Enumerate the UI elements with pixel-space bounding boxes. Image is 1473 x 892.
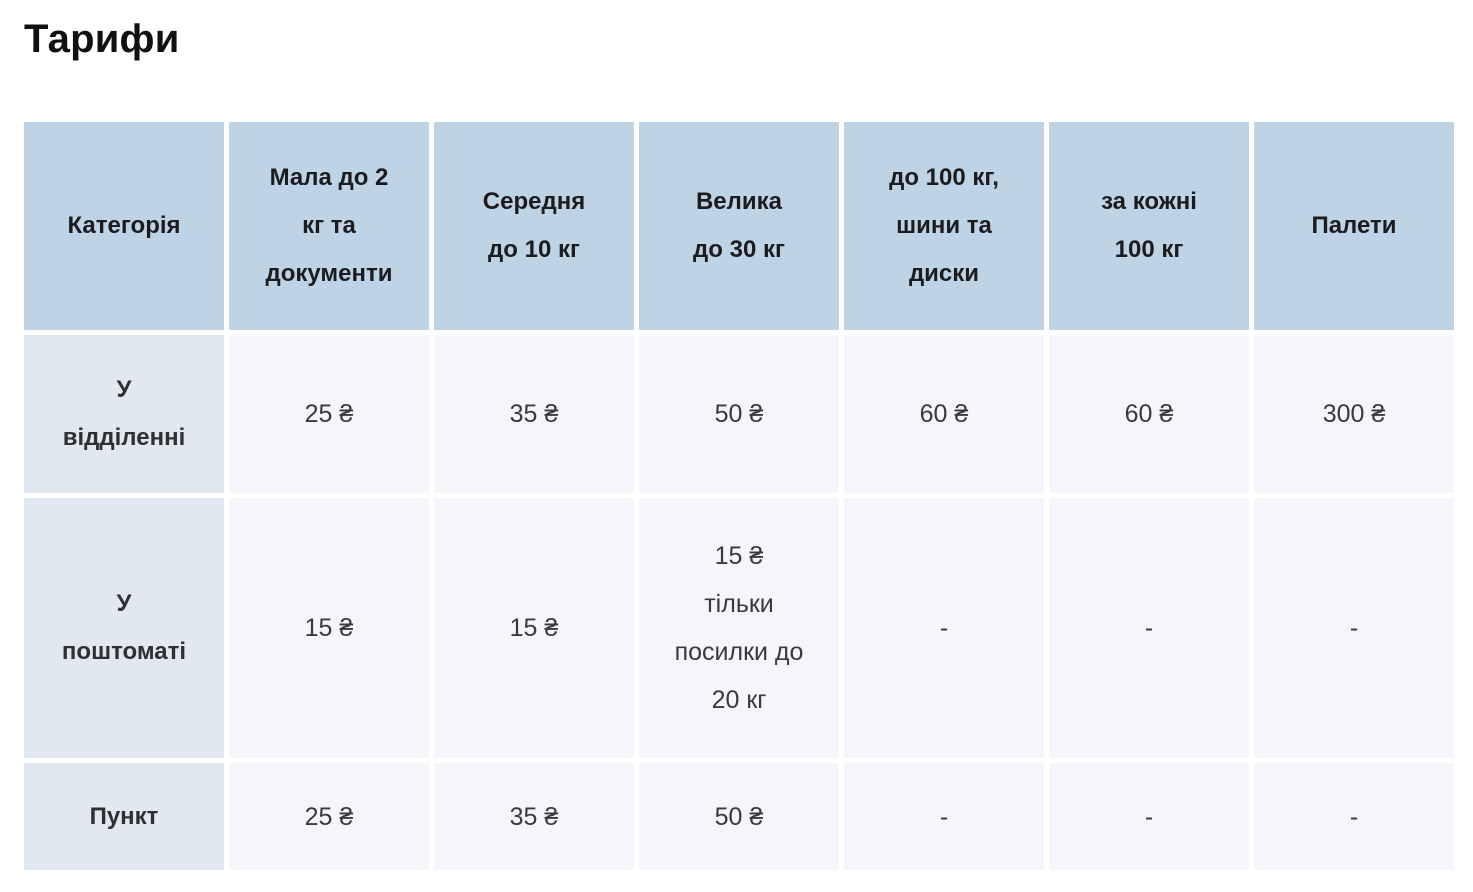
column-header-per-100kg: за кожні 100 кг <box>1049 122 1249 330</box>
cell-branch-100kg: 60 ₴ <box>844 335 1044 493</box>
column-header-small-2kg: Мала до 2 кг та документи <box>229 122 429 330</box>
cell-point-pallets: - <box>1254 763 1454 870</box>
column-header-category: Категорія <box>24 122 224 330</box>
table-row-parcel-locker: У поштоматі 15 ₴ 15 ₴ 15 ₴ тільки посилк… <box>24 498 1454 758</box>
row-label-parcel-locker: У поштоматі <box>24 498 224 758</box>
cell-point-medium: 35 ₴ <box>434 763 634 870</box>
tariffs-table: Категорія Мала до 2 кг та документи Сере… <box>19 117 1459 875</box>
cell-locker-per-100kg: - <box>1049 498 1249 758</box>
row-label-branch: У відділенні <box>24 335 224 493</box>
cell-locker-small: 15 ₴ <box>229 498 429 758</box>
cell-branch-medium: 35 ₴ <box>434 335 634 493</box>
cell-locker-medium: 15 ₴ <box>434 498 634 758</box>
column-header-medium-10kg: Середня до 10 кг <box>434 122 634 330</box>
cell-locker-pallets: - <box>1254 498 1454 758</box>
header-row: Категорія Мала до 2 кг та документи Сере… <box>24 122 1454 330</box>
cell-point-per-100kg: - <box>1049 763 1249 870</box>
table-row-branch: У відділенні 25 ₴ 35 ₴ 50 ₴ 60 ₴ 60 ₴ 30… <box>24 335 1454 493</box>
page-title: Тарифи <box>24 17 180 61</box>
row-label-point: Пункт <box>24 763 224 870</box>
column-header-large-30kg: Велика до 30 кг <box>639 122 839 330</box>
column-header-pallets: Палети <box>1254 122 1454 330</box>
cell-point-large: 50 ₴ <box>639 763 839 870</box>
cell-branch-large: 50 ₴ <box>639 335 839 493</box>
cell-branch-pallets: 300 ₴ <box>1254 335 1454 493</box>
cell-branch-per-100kg: 60 ₴ <box>1049 335 1249 493</box>
cell-locker-100kg: - <box>844 498 1044 758</box>
column-header-100kg-tires: до 100 кг, шини та диски <box>844 122 1044 330</box>
cell-point-100kg: - <box>844 763 1044 870</box>
cell-locker-large: 15 ₴ тільки посилки до 20 кг <box>639 498 839 758</box>
table-row-point: Пункт 25 ₴ 35 ₴ 50 ₴ - - - <box>24 763 1454 870</box>
cell-branch-small: 25 ₴ <box>229 335 429 493</box>
cell-point-small: 25 ₴ <box>229 763 429 870</box>
